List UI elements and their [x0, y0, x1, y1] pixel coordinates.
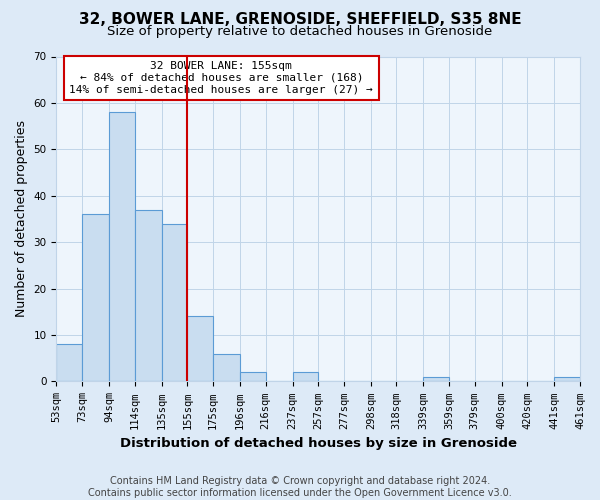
- Bar: [424, 377, 449, 382]
- Bar: [56, 344, 82, 382]
- Text: Size of property relative to detached houses in Grenoside: Size of property relative to detached ho…: [107, 25, 493, 38]
- Bar: [213, 354, 240, 382]
- Bar: [109, 112, 134, 382]
- Bar: [187, 316, 213, 382]
- Y-axis label: Number of detached properties: Number of detached properties: [15, 120, 28, 318]
- Bar: [293, 372, 318, 382]
- Bar: [161, 224, 187, 382]
- Text: 32, BOWER LANE, GRENOSIDE, SHEFFIELD, S35 8NE: 32, BOWER LANE, GRENOSIDE, SHEFFIELD, S3…: [79, 12, 521, 28]
- Bar: [554, 377, 580, 382]
- X-axis label: Distribution of detached houses by size in Grenoside: Distribution of detached houses by size …: [120, 437, 517, 450]
- Bar: [134, 210, 161, 382]
- Text: Contains HM Land Registry data © Crown copyright and database right 2024.
Contai: Contains HM Land Registry data © Crown c…: [88, 476, 512, 498]
- Bar: [82, 214, 109, 382]
- Text: 32 BOWER LANE: 155sqm
← 84% of detached houses are smaller (168)
14% of semi-det: 32 BOWER LANE: 155sqm ← 84% of detached …: [70, 62, 373, 94]
- Bar: [240, 372, 266, 382]
